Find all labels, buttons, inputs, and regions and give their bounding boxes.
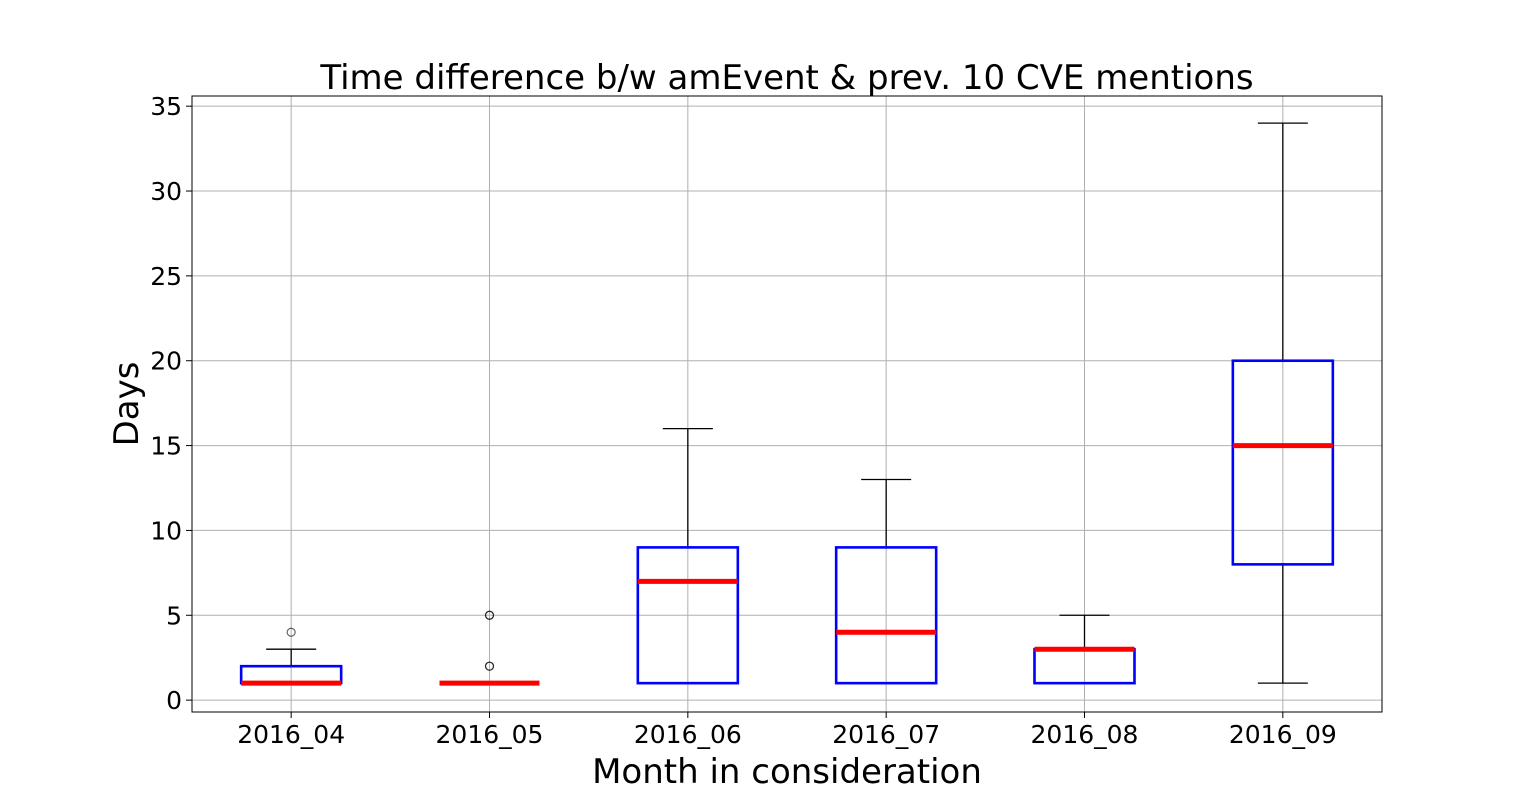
box-2016_08 [1033,614,1136,685]
x-tick-label: 2016_06 [634,720,742,749]
x-axis-ticks: 2016_04 2016_05 2016_06 2016_07 2016_08 2016_… [237,712,1337,749]
box-2016_07 [834,478,938,685]
x-tick-label: 2016_08 [1031,720,1139,749]
y-axis-label: Days [107,362,147,447]
y-tick-label: 35 [150,92,182,121]
x-tick-label: 2016_07 [832,720,940,749]
box-2016_09 [1231,122,1335,684]
box-iqr [636,546,740,685]
box-2016_05 [439,610,540,686]
y-tick-label: 0 [166,686,182,715]
chart-title: Time difference b/w amEvent & prev. 10 C… [319,58,1253,98]
box-2016_06 [636,427,740,685]
plot-frame [191,95,1383,713]
y-tick-label: 30 [150,177,182,206]
x-tick-label: 2016_05 [436,720,544,749]
y-tick-label: 25 [150,262,182,291]
y-tick-label: 10 [150,516,182,545]
box-iqr [1231,359,1335,566]
x-tick-label: 2016_04 [237,720,345,749]
x-axis-label: Month in consideration [592,752,982,792]
box-2016_04 [239,627,343,686]
y-tick-label: 15 [150,432,182,461]
box-iqr [834,546,938,685]
outlier-point [484,610,495,620]
boxes [239,122,1335,686]
y-tick-label: 5 [166,601,182,630]
outlier-point [484,661,495,671]
grid [192,96,1382,712]
y-axis-ticks: 0 5 10 15 20 25 30 35 [150,92,192,715]
x-tick-label: 2016_09 [1229,720,1337,749]
outlier-point [286,627,296,637]
y-tick-label: 20 [150,347,182,376]
